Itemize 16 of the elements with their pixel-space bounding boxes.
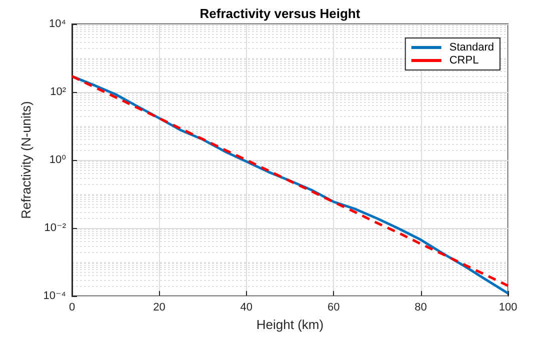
y-tick-label: 10² (50, 86, 66, 98)
x-tick-label: 20 (153, 302, 166, 314)
x-tick-label: 80 (414, 302, 427, 314)
y-tick-label: 10⁰ (49, 154, 67, 166)
y-tick-label: 10⁻⁴ (43, 290, 66, 302)
x-tick-label: 0 (68, 302, 76, 314)
legend-label: Standard (449, 42, 494, 54)
x-tick-label: 60 (327, 302, 340, 314)
x-axis-title: Height (km) (256, 317, 324, 332)
y-axis-title: Refractivity (N-units) (18, 101, 34, 219)
x-tick-label: 40 (240, 302, 253, 314)
y-tick-label: 10⁻² (44, 222, 66, 234)
chart-title: Refractivity versus Height (200, 6, 361, 21)
x-tick-label: 100 (498, 302, 518, 314)
y-tick-label: 10⁴ (49, 18, 66, 30)
legend-label: CRPL (449, 54, 479, 66)
